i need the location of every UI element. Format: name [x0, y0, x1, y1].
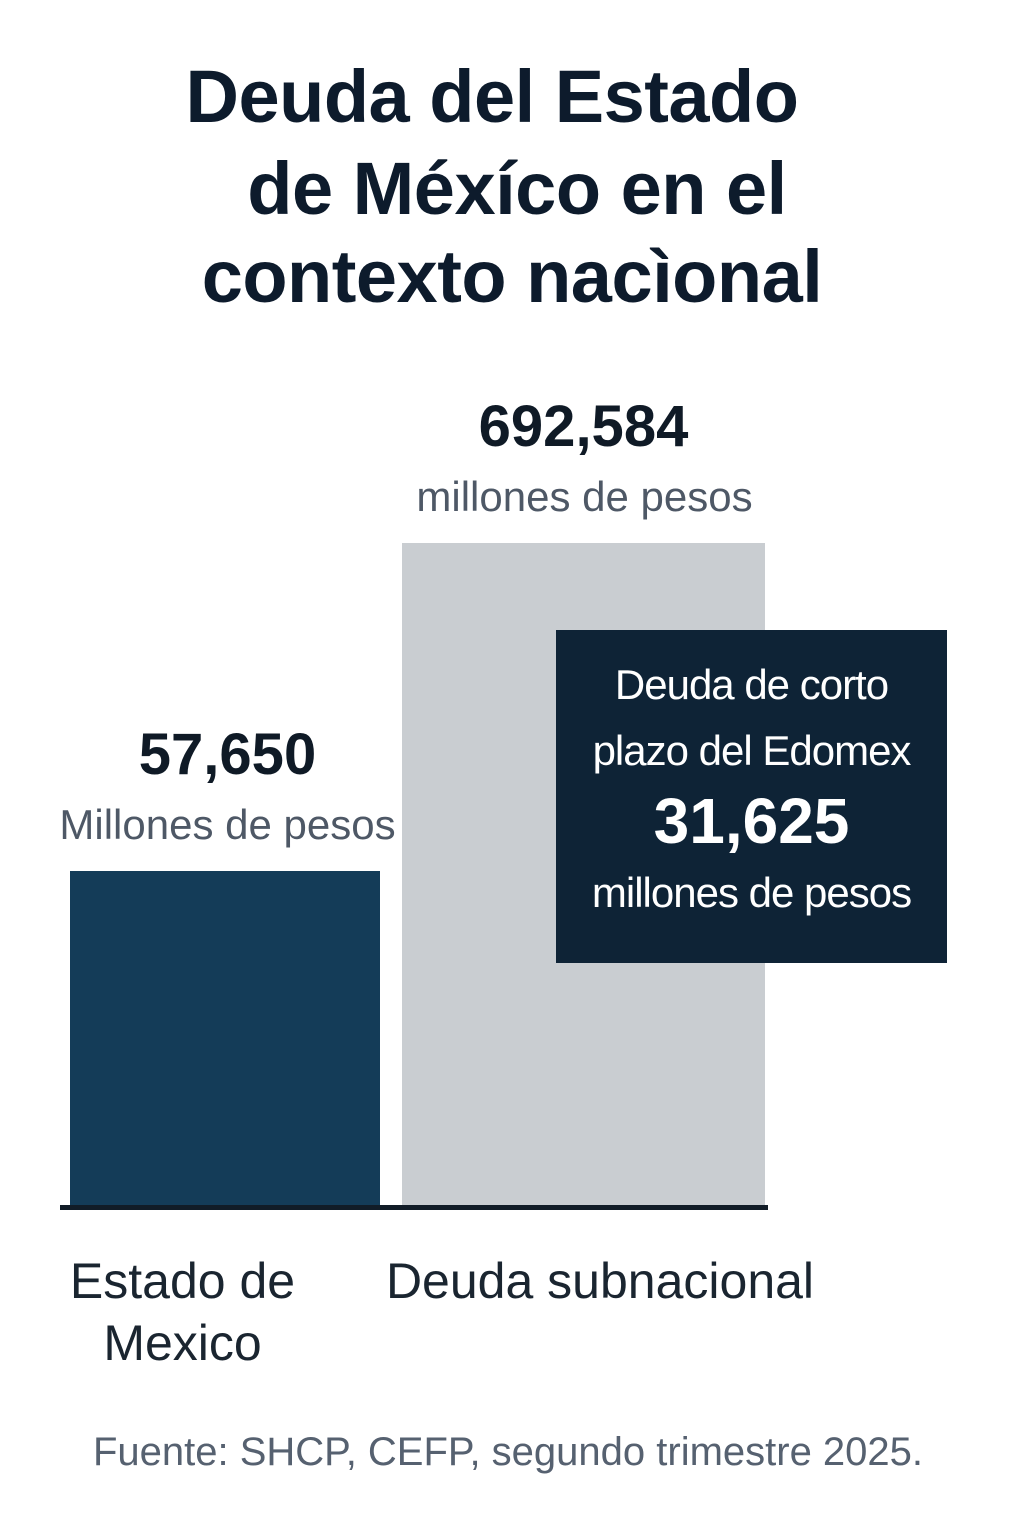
- annotation-box-short-term-debt: Deuda de corto plazo del Edomex 31,625 m…: [556, 630, 947, 963]
- category-label-line: Mexico: [103, 1315, 262, 1371]
- annotation-unit: millones de pesos: [591, 869, 912, 916]
- category-label-estado-de-mexico: Estado de Mexico: [40, 1250, 325, 1374]
- category-label-deuda-subnacional: Deuda subnacional: [350, 1250, 850, 1312]
- value-label-estado-de-mexico: 57,650: [138, 722, 317, 787]
- x-axis-baseline: [60, 1205, 768, 1210]
- unit-label-deuda-subnacional: millones de pesos: [416, 473, 753, 520]
- annotation-line-2: plazo del Edomex: [592, 727, 912, 774]
- chart-title-line-3: contexto nacìonal: [201, 235, 823, 318]
- chart-title-line-1: Deuda del Estado: [185, 55, 799, 138]
- category-label-line: Deuda subnacional: [385, 1253, 815, 1309]
- category-label-line: Estado de: [69, 1253, 296, 1309]
- annotation-line-1: Deuda de corto: [614, 661, 889, 708]
- unit-label-estado-de-mexico: Millones de pesos: [59, 801, 396, 848]
- chart-title-line-2: de Méxíco en el: [247, 147, 787, 230]
- source-note: Fuente: SHCP, CEFP, segundo trimestre 20…: [92, 1430, 924, 1474]
- annotation-value: 31,625: [653, 785, 850, 857]
- bar-estado-de-mexico: [70, 871, 380, 1207]
- value-label-deuda-subnacional: 692,584: [478, 394, 689, 459]
